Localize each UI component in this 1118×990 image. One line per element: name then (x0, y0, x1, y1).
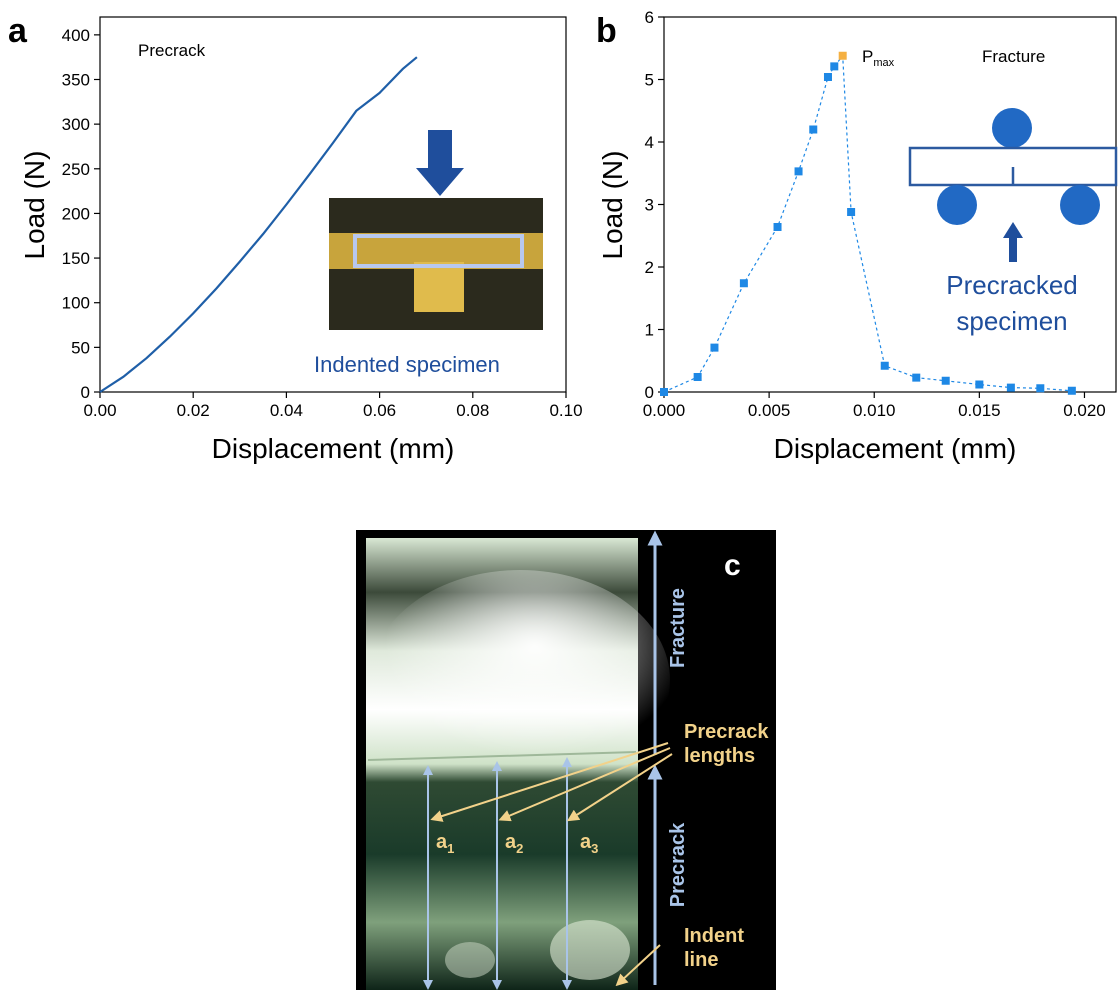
y-tick-label: 6 (645, 8, 654, 27)
y-tick-label: 1 (645, 321, 654, 340)
data-point (1006, 383, 1015, 392)
pointer-a1 (430, 742, 669, 822)
series-line-a (99, 56, 418, 393)
precrack-annotation: Precrack (138, 41, 206, 60)
panel-c-label: c (724, 549, 741, 582)
indent-glow-2 (445, 942, 495, 978)
data-point (880, 361, 889, 370)
y-tick-label: 250 (62, 160, 90, 179)
a3-label: a3 (580, 831, 598, 856)
y-axis-label-b: Load (N) (597, 151, 628, 260)
indented-specimen-inset (329, 130, 543, 330)
y-tick-label: 150 (62, 249, 90, 268)
data-point (660, 388, 668, 396)
precracked-label-line1: Precracked (946, 270, 1078, 300)
y-tick-label: 0 (81, 383, 90, 402)
x-tick-label: 0.10 (549, 401, 582, 420)
y-tick-label: 300 (62, 115, 90, 134)
x-axis-label-a: Displacement (mm) (212, 433, 455, 464)
pointer-a3 (566, 753, 673, 822)
peak-point (838, 51, 847, 60)
pointer-arrow-icon (1003, 222, 1023, 262)
data-point (1036, 384, 1045, 393)
y-tick-label: 100 (62, 294, 90, 313)
y-tick-label: 4 (645, 133, 654, 152)
y-tick-label: 0 (645, 383, 654, 402)
a1-label: a1 (436, 831, 454, 856)
x-tick-label: 0.06 (363, 401, 396, 420)
crack-front-line (367, 751, 637, 761)
panel-b-label: b (596, 12, 617, 50)
panel-a-chart: a 0.00 0.02 0.04 0.06 0.08 0.10 0 50 100 150 200 2… (8, 12, 583, 464)
panel-c-photo: Fracture Precrack a1 a2 a3 Precrack leng… (356, 530, 776, 990)
specimen-indent (414, 262, 464, 312)
x-tick-label: 0.005 (748, 401, 791, 420)
x-tick-label: 0.010 (853, 401, 896, 420)
data-point (809, 125, 818, 134)
y-tick-label: 5 (645, 71, 654, 90)
y-tick-label: 50 (71, 338, 90, 357)
plot-frame-a (99, 16, 567, 393)
precracked-label-line2: specimen (956, 306, 1067, 336)
indented-specimen-label: Indented specimen (314, 352, 500, 377)
data-point (847, 208, 856, 216)
indent-line-label-1: Indent (684, 925, 744, 947)
specimen-highlight-box (353, 234, 524, 268)
y-tick-label: 3 (645, 196, 654, 215)
fracture-scale-label: Fracture (667, 588, 689, 668)
pointer-indent (615, 944, 661, 987)
x-tick-label: 0.000 (643, 401, 686, 420)
indent-line-label-2: line (684, 949, 718, 971)
fracture-glow (370, 570, 670, 790)
x-tick-label: 0.00 (83, 401, 116, 420)
fracture-annotation: Fracture (982, 47, 1045, 66)
indent-glow (550, 920, 630, 980)
x-axis-label-b: Displacement (mm) (774, 433, 1017, 464)
y-tick-label: 400 (62, 26, 90, 45)
a2-label: a2 (505, 831, 523, 856)
x-tick-label: 0.02 (177, 401, 210, 420)
data-point (830, 62, 839, 71)
top-roller (992, 108, 1032, 148)
data-point (693, 373, 702, 381)
pointer-a2 (498, 747, 671, 822)
load-arrow-icon (416, 130, 464, 196)
y-tick-label: 200 (62, 204, 90, 223)
x-tick-label: 0.020 (1063, 401, 1106, 420)
x-tick-label: 0.015 (958, 401, 1001, 420)
series-line-b (663, 54, 1072, 393)
x-tick-label: 0.04 (270, 401, 303, 420)
bottom-roller-right (1060, 185, 1100, 225)
pmax-label: Pmax (862, 47, 895, 69)
data-point (823, 73, 832, 81)
data-point (975, 380, 984, 389)
bottom-roller-left (937, 185, 977, 225)
precrack-scale-label: Precrack (667, 822, 689, 907)
data-point (773, 223, 782, 231)
data-point (739, 279, 748, 288)
data-point (710, 343, 719, 352)
precrack-lengths-label-2: lengths (684, 745, 755, 767)
panel-a-label: a (8, 12, 28, 50)
x-tick-label: 0.08 (456, 401, 489, 420)
precrack-lengths-label-1: Precrack (684, 721, 769, 743)
y-axis-label-a: Load (N) (19, 151, 50, 260)
y-tick-label: 2 (645, 258, 654, 277)
three-point-bend-inset (908, 108, 1118, 262)
data-point (794, 167, 803, 176)
data-point (1067, 386, 1076, 395)
panel-b-chart: b 0.000 0.005 0.010 0.015 0.020 0 1 2 3 4 5 6 Pmax… (596, 8, 1118, 464)
data-point (912, 373, 921, 382)
y-tick-label: 350 (62, 71, 90, 90)
data-point (941, 376, 950, 385)
